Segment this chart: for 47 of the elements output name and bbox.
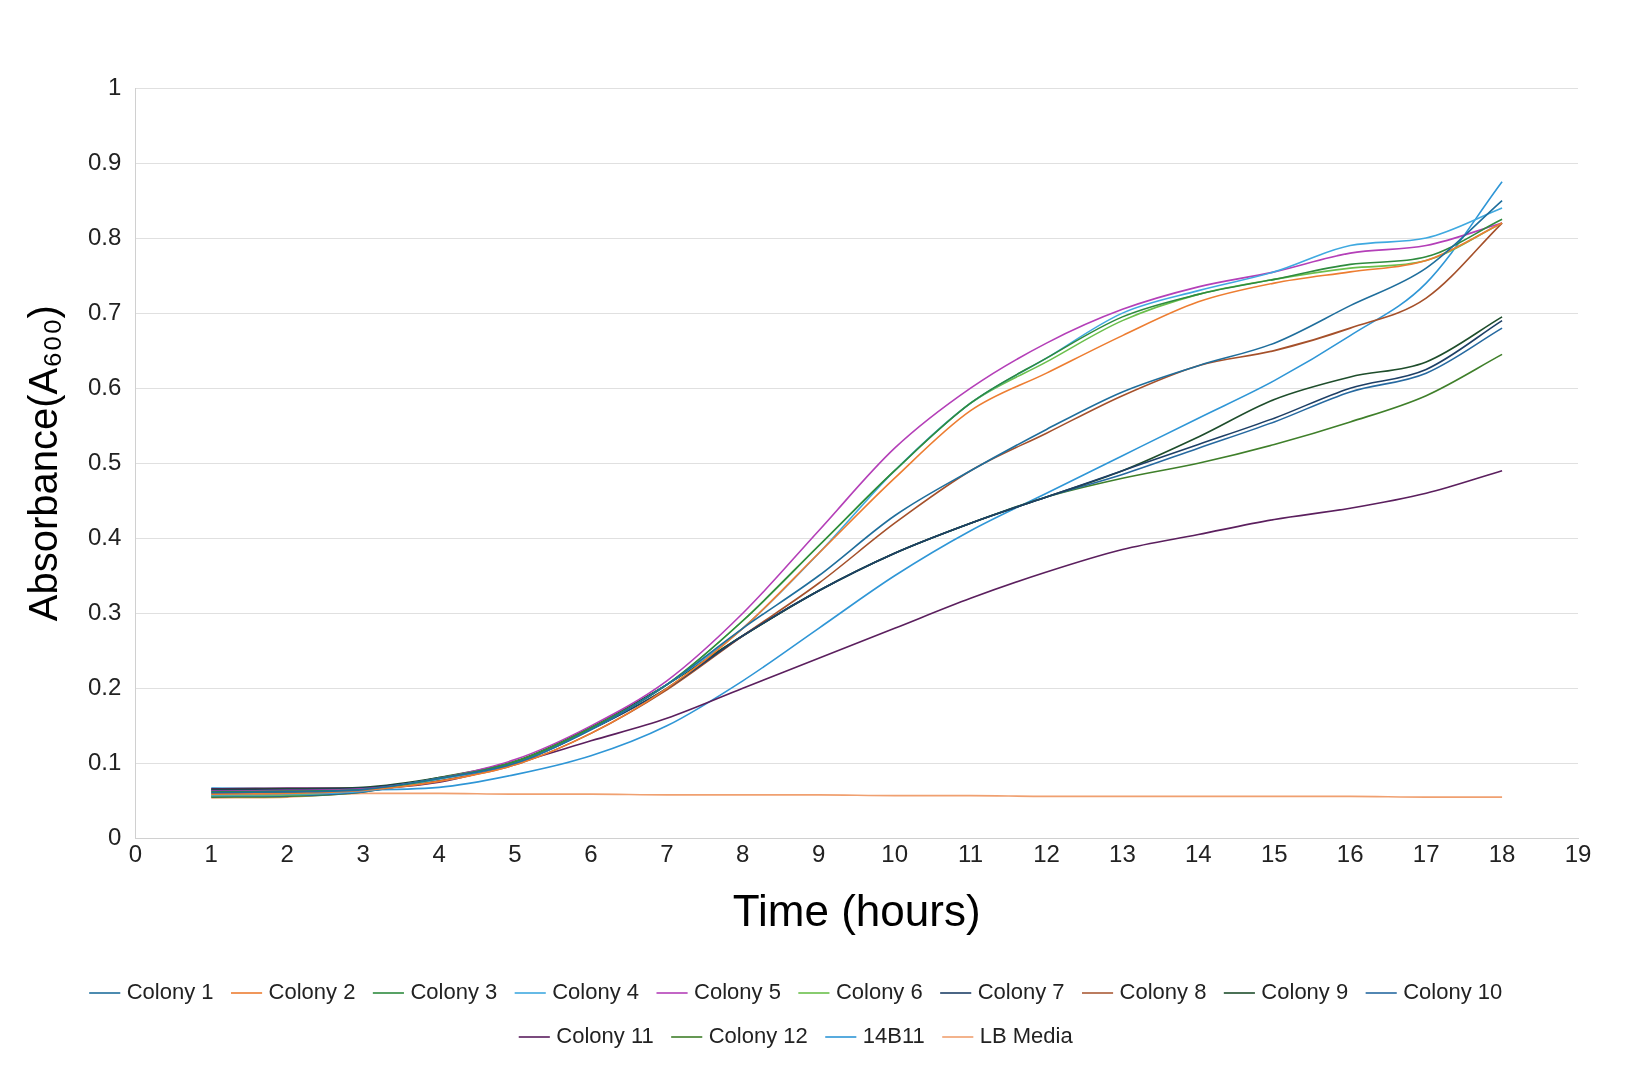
- x-tick-label: 5: [508, 840, 522, 868]
- legend-label: Colony 1: [126, 979, 214, 1005]
- legend-label: Colony 11: [556, 1023, 654, 1049]
- x-tick-label: 14: [1185, 840, 1212, 868]
- x-tick-label: 15: [1260, 840, 1288, 868]
- legend-label: Colony 7: [977, 979, 1065, 1005]
- y-tick-label: 0.4: [87, 522, 122, 550]
- x-tick-label: 7: [660, 840, 674, 868]
- y-tick-label: 0.7: [87, 297, 122, 325]
- x-tick-label: 12: [1033, 840, 1060, 868]
- legend-label: LB Media: [979, 1023, 1074, 1049]
- x-tick-label: 6: [584, 840, 598, 868]
- legend-label: Colony 6: [835, 979, 923, 1005]
- y-tick-label: 0.2: [87, 672, 122, 700]
- x-tick-label: 8: [736, 840, 750, 868]
- x-tick-label: 18: [1488, 840, 1516, 868]
- y-tick-label: 0.3: [87, 597, 122, 625]
- x-tick-label: 9: [812, 840, 826, 868]
- legend-label: Colony 3: [410, 979, 498, 1005]
- legend-label: Colony 5: [694, 979, 781, 1005]
- x-tick-label: 13: [1109, 840, 1136, 868]
- y-axis-title: Absorbance(A₆₀₀): [21, 305, 66, 622]
- x-tick-label: 3: [356, 840, 370, 868]
- x-tick-label: 19: [1564, 840, 1592, 868]
- x-tick-label: 11: [958, 840, 984, 868]
- x-tick-label: 16: [1336, 840, 1364, 868]
- x-tick-label: 0: [128, 840, 143, 868]
- legend-label: Colony 2: [268, 979, 356, 1005]
- x-tick-label: 17: [1412, 840, 1440, 868]
- legend-label: Colony 9: [1261, 979, 1349, 1005]
- legend-label: Colony 12: [708, 1023, 808, 1049]
- y-tick-label: 0: [108, 823, 122, 851]
- y-tick-label: 0.9: [87, 147, 122, 175]
- y-tick-label: 0.8: [87, 222, 122, 250]
- y-tick-label: 1: [108, 72, 122, 100]
- y-tick-label: 0.6: [87, 372, 122, 400]
- legend-label: Colony 8: [1119, 979, 1207, 1005]
- legend-label: 14B11: [862, 1023, 925, 1049]
- x-tick-label: 1: [204, 840, 218, 868]
- y-tick-label: 0.5: [87, 447, 122, 475]
- x-tick-label: 10: [881, 840, 908, 868]
- x-tick-label: 4: [432, 840, 446, 868]
- y-tick-label: 0.1: [87, 747, 122, 775]
- legend-label: Colony 4: [552, 979, 640, 1005]
- x-axis-title: Time (hours): [732, 885, 981, 935]
- x-tick-label: 2: [280, 840, 294, 868]
- legend-label: Colony 10: [1403, 979, 1503, 1005]
